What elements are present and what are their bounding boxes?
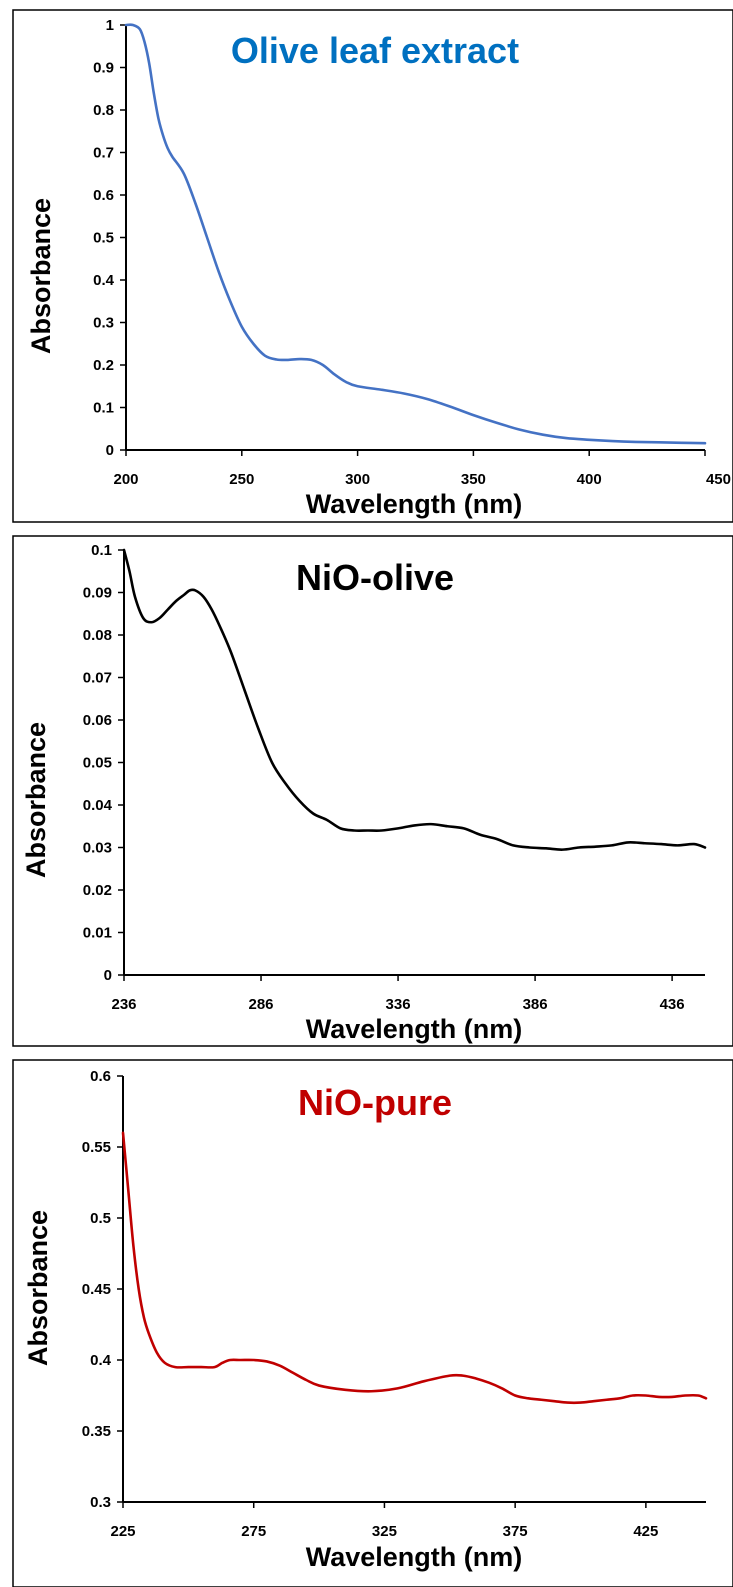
- y-tick-label: 0.4: [90, 1352, 112, 1369]
- x-tick-label: 425: [633, 1523, 658, 1540]
- x-tick-label: 375: [503, 1523, 528, 1540]
- x-tick-label: 300: [345, 471, 370, 488]
- absorbance-series-line: [121, 1131, 708, 1405]
- y-tick-label: 0.7: [93, 145, 114, 162]
- x-tick-label: 286: [249, 996, 274, 1013]
- y-tick-label: 0.04: [83, 797, 113, 814]
- panel-frame: [12, 535, 733, 1047]
- y-tick-label: 1: [106, 17, 114, 34]
- y-tick-label: 0.8: [93, 102, 114, 119]
- y-tick-label: 0.6: [90, 1068, 111, 1085]
- y-tick-label: 0.5: [90, 1210, 111, 1227]
- x-tick-label: 386: [523, 996, 548, 1013]
- y-tick-label: 0.01: [83, 925, 112, 942]
- y-axis-title: Absorbance: [21, 722, 51, 878]
- chart-title: NiO-pure: [298, 1082, 452, 1123]
- y-tick-label: 0: [106, 442, 114, 459]
- panel-frame: [12, 1059, 733, 1587]
- x-tick-label: 450: [706, 471, 731, 488]
- chart-panel-1: 0 0.1 0.2 0.3 0.4 0.5 0.6 0.7 0.8 0.9 1 200 250 300 35…: [12, 9, 733, 523]
- x-axis-title: Wavelength (nm): [306, 1014, 523, 1044]
- x-axis-title: Wavelength (nm): [306, 1542, 523, 1572]
- y-tick-label: 0.07: [83, 670, 112, 687]
- y-tick-label: 0.1: [91, 542, 112, 559]
- y-tick-label: 0: [104, 967, 112, 984]
- y-tick-label: 0.09: [83, 585, 112, 602]
- x-tick-label: 350: [461, 471, 486, 488]
- y-tick-label: 0.3: [90, 1494, 111, 1511]
- y-tick-label: 0.35: [82, 1423, 111, 1440]
- y-tick-label: 0.9: [93, 60, 114, 77]
- chart-panel-3: 0.3 0.35 0.4 0.45 0.5 0.55 0.6 225 275 325 375 425 W…: [12, 1059, 733, 1587]
- x-tick-label: 336: [386, 996, 411, 1013]
- x-tick-label: 236: [111, 996, 136, 1013]
- y-tick-label: 0.5: [93, 230, 114, 247]
- x-tick-label: 275: [241, 1523, 266, 1540]
- chart-title: NiO-olive: [296, 557, 454, 598]
- y-tick-label: 0.1: [93, 400, 114, 417]
- absorbance-series-line: [122, 548, 707, 851]
- x-tick-label: 200: [113, 471, 138, 488]
- y-axis-title: Absorbance: [26, 198, 56, 354]
- y-tick-label: 0.45: [82, 1281, 111, 1298]
- y-tick-label: 0.05: [83, 755, 112, 772]
- chart-panel-2: 0 0.01 0.02 0.03 0.04 0.05 0.06 0.07 0.08 0.09 0.1…: [12, 535, 733, 1047]
- y-tick-label: 0.4: [93, 272, 115, 289]
- y-tick-label: 0.3: [93, 315, 114, 332]
- y-axis-title: Absorbance: [23, 1210, 53, 1366]
- absorbance-series-line: [124, 23, 707, 445]
- y-tick-label: 0.03: [83, 840, 112, 857]
- panel-frame: [12, 9, 733, 523]
- chart-title: Olive leaf extract: [231, 30, 519, 71]
- y-tick-label: 0.06: [83, 712, 112, 729]
- y-tick-label: 0.2: [93, 357, 114, 374]
- y-tick-label: 0.6: [93, 187, 114, 204]
- x-tick-label: 325: [372, 1523, 397, 1540]
- x-tick-label: 400: [577, 471, 602, 488]
- y-tick-label: 0.02: [83, 882, 112, 899]
- x-axis-title: Wavelength (nm): [306, 489, 523, 519]
- x-tick-label: 436: [660, 996, 685, 1013]
- y-tick-label: 0.08: [83, 627, 112, 644]
- y-tick-label: 0.55: [82, 1139, 111, 1156]
- x-tick-label: 225: [110, 1523, 135, 1540]
- x-tick-label: 250: [229, 471, 254, 488]
